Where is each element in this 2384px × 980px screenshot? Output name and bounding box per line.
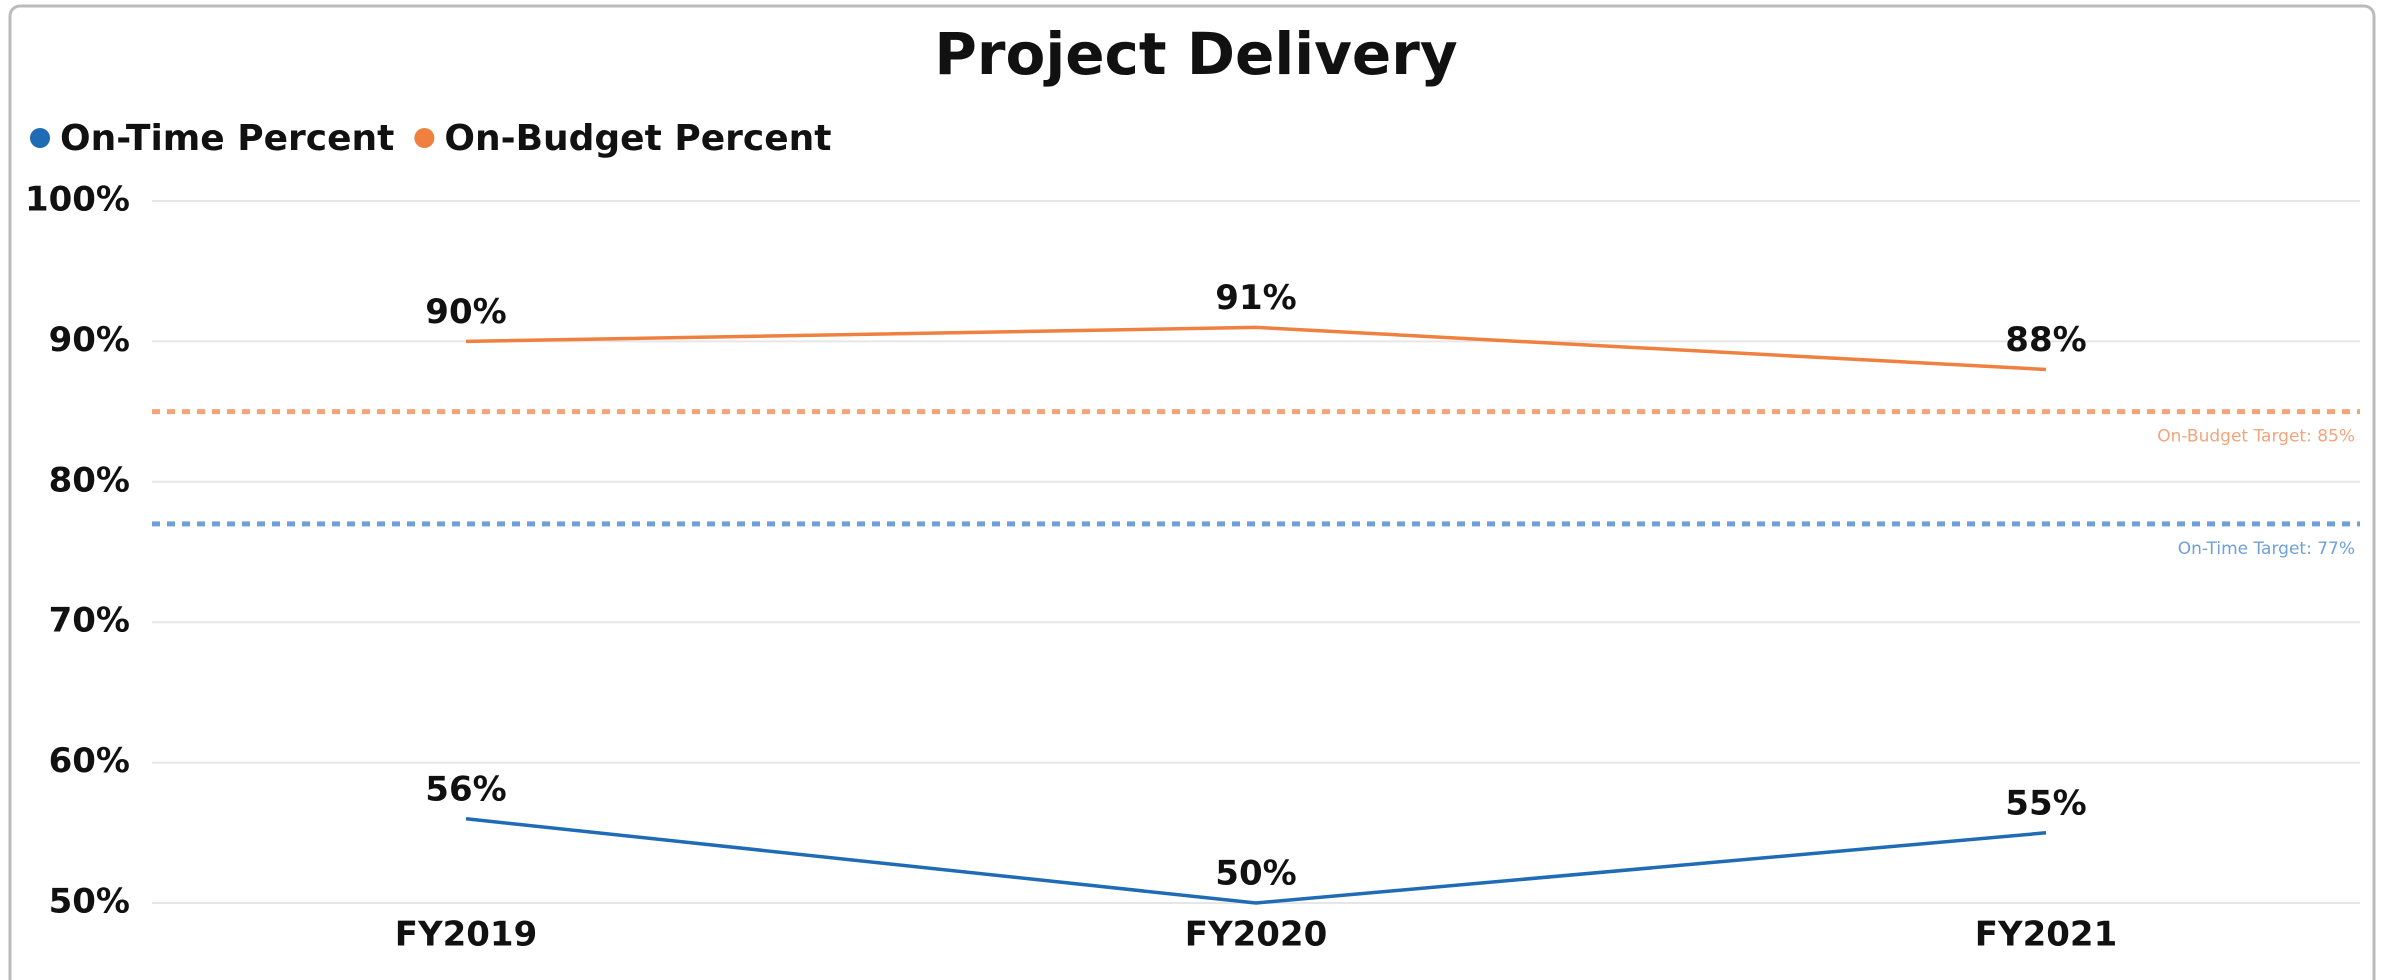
- x-tick-label: FY2021: [1975, 915, 2117, 955]
- series-line: [465, 325, 2047, 372]
- y-tick-label: 60%: [49, 741, 130, 781]
- data-label: 56%: [425, 769, 506, 809]
- data-label: 50%: [1215, 854, 1296, 894]
- data-label: 55%: [2005, 783, 2086, 823]
- y-tick-label: 80%: [49, 460, 130, 500]
- y-tick-label: 70%: [49, 601, 130, 641]
- y-tick-label: 100%: [25, 180, 130, 220]
- legend-marker: [30, 128, 50, 148]
- y-tick-label: 90%: [49, 320, 130, 360]
- legend-marker: [414, 128, 435, 148]
- data-label: 88%: [2005, 320, 2086, 360]
- y-tick-label: 50%: [49, 882, 130, 922]
- data-label: 90%: [425, 292, 506, 332]
- data-label: 91%: [1215, 278, 1296, 318]
- legend-label: On-Budget Percent: [444, 118, 831, 159]
- series-line: [465, 817, 2047, 905]
- frame: [8, 4, 2376, 980]
- legend-label: On-Time Percent: [60, 118, 394, 159]
- target-label: On-Time Target: 77%: [2178, 539, 2355, 559]
- target-label: On-Budget Target: 85%: [2157, 427, 2355, 447]
- x-tick-label: FY2019: [395, 915, 537, 955]
- x-tick-label: FY2020: [1185, 915, 1327, 955]
- chart-title: Project Delivery: [934, 20, 1457, 88]
